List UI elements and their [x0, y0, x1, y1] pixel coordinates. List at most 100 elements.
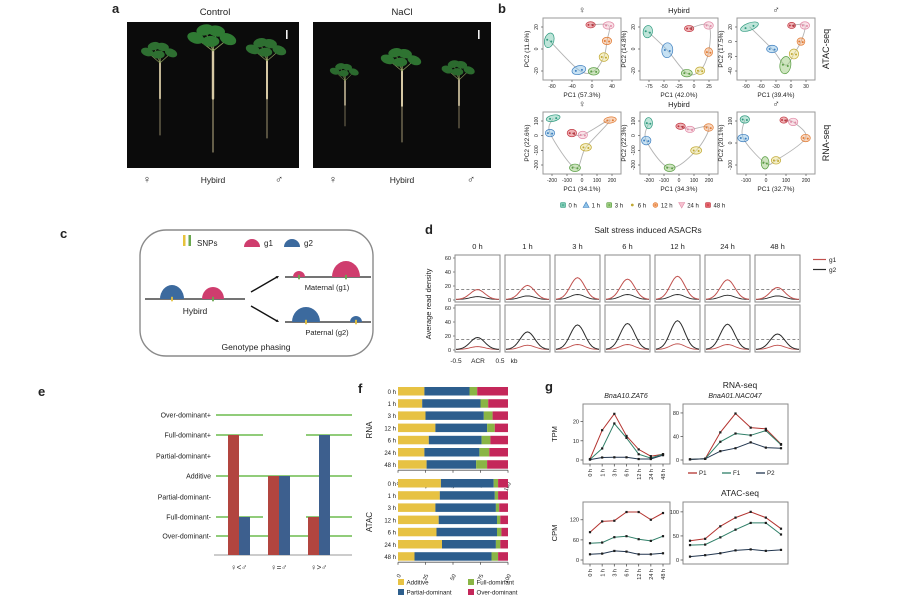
pca-sample-dot [546, 38, 549, 41]
legend-marker-dot [654, 204, 657, 206]
data-point-marker [734, 549, 737, 552]
pca-cluster-ellipse [788, 117, 799, 126]
density-curve [605, 294, 650, 300]
x-tick-label: 3 h [613, 569, 619, 577]
data-point-marker [613, 519, 616, 522]
pca-cluster-ellipse [675, 122, 686, 130]
pca-cluster-ellipse [603, 116, 617, 124]
series-legend-label: P1 [699, 470, 707, 477]
pca-sample-dot [645, 122, 648, 125]
data-point-marker [661, 454, 665, 457]
density-curve [705, 294, 750, 300]
x-tick-label: -30 [772, 84, 779, 90]
pca-cluster-ellipse [788, 48, 799, 60]
time-legend-label: 1 h [592, 204, 600, 210]
pca-sample-dot [744, 137, 747, 140]
pca-sample-dot [583, 134, 586, 137]
data-point-marker [613, 456, 616, 459]
pca-sample-dot [745, 119, 748, 122]
data-point-marker [779, 443, 783, 446]
pca-sample-dot [611, 119, 614, 122]
panel-letter-g: g [545, 379, 553, 394]
peak-bump [284, 239, 300, 247]
pca-sample-dot [741, 118, 744, 121]
pca-sample-dot [739, 137, 742, 140]
x-tick-label: 100 [690, 178, 699, 184]
pc2-axis-label: PC2 (20.1%) [718, 124, 725, 161]
stacked-bar-segment [424, 387, 470, 396]
legend-marker [582, 201, 590, 208]
legend-marker-dot [608, 204, 610, 206]
pca-sample-dot [697, 150, 700, 153]
data-point-marker [637, 453, 640, 456]
data-point-marker [637, 553, 640, 556]
plant-leaf [156, 42, 169, 52]
data-point-marker [764, 549, 767, 552]
pc2-axis-label: PC2 (17.5%) [718, 30, 725, 67]
density-curve [605, 322, 650, 350]
dominance-legend-label: Partial-dominant [407, 590, 452, 595]
pca-sample-dot [546, 132, 549, 135]
plant-leaf [202, 35, 220, 47]
panel-d-asacr-profiles: d Salt stress induced ASACRs Average rea… [424, 222, 837, 365]
data-point-marker [661, 535, 665, 538]
pca-sample-dot [551, 132, 554, 135]
plant-leaf [257, 47, 273, 57]
data-point-marker [779, 533, 783, 536]
photo-group-label: Hybird [201, 175, 226, 185]
plant-leaf [338, 70, 349, 77]
x-tick-label: 25 [706, 84, 712, 90]
density-curve [755, 344, 800, 350]
data-point-marker [625, 456, 628, 459]
stacked-bar-segment [498, 491, 508, 500]
pc2-axis-label: PC2 (22.6%) [524, 124, 531, 161]
density-column-header: 48 h [770, 242, 785, 251]
data-point-marker [734, 516, 737, 519]
y-tick-label: 0 [448, 348, 451, 354]
density-curve [755, 333, 800, 350]
stacked-bar-segment [398, 411, 426, 420]
pca-cluster-ellipse [695, 66, 706, 75]
photo-group-label: ♂ [275, 174, 283, 186]
scale-bar [478, 30, 480, 39]
time-category-label: 0 h [388, 482, 396, 488]
snp-mark [305, 319, 307, 325]
time-legend-label: 12 h [661, 204, 673, 210]
genotype-phasing-caption: Genotype phasing [222, 342, 291, 352]
x-axis-part-label: 0.5 [495, 358, 504, 365]
stacked-bar-segment [489, 448, 508, 457]
x-axis-part-label: -0.5 [450, 358, 462, 365]
line-plot-box [682, 501, 789, 565]
pca-sample-dot [786, 65, 789, 68]
pca-cluster-ellipse [684, 125, 695, 133]
panel-letter-f: f [358, 381, 363, 396]
data-point-marker [649, 539, 652, 542]
data-point-marker [749, 521, 752, 525]
pca-sample-dot [600, 56, 603, 59]
plant-leaf [397, 48, 412, 59]
density-curve [655, 343, 700, 350]
dominance-level-label: Full-dominant- [166, 515, 211, 522]
arrowhead [275, 276, 279, 279]
pca-sample-dot [591, 24, 594, 27]
time-category-label: 48 h [384, 555, 396, 561]
arrowhead [275, 319, 279, 322]
pca-sample-dot [701, 70, 704, 73]
plant-leaf [341, 63, 353, 71]
density-curve [505, 284, 550, 300]
y-tick-label: 80 [673, 411, 679, 417]
stacked-bar-segment [498, 479, 508, 488]
x-tick-label: -60 [757, 84, 764, 90]
pca-sample-dot [784, 119, 787, 122]
time-category-label: 12 h [384, 426, 396, 432]
legend-swatch [398, 579, 404, 585]
pca-sample-dot [709, 51, 712, 54]
density-column-header: 24 h [720, 242, 735, 251]
plant-leaf [392, 57, 408, 67]
pca-sample-dot [643, 139, 646, 142]
x-tick-label: 30 [803, 84, 809, 90]
x-tick-label: 0 h [588, 469, 594, 477]
paternal-label: Paternal (g2) [305, 328, 349, 337]
pca-sample-dot [709, 25, 712, 28]
